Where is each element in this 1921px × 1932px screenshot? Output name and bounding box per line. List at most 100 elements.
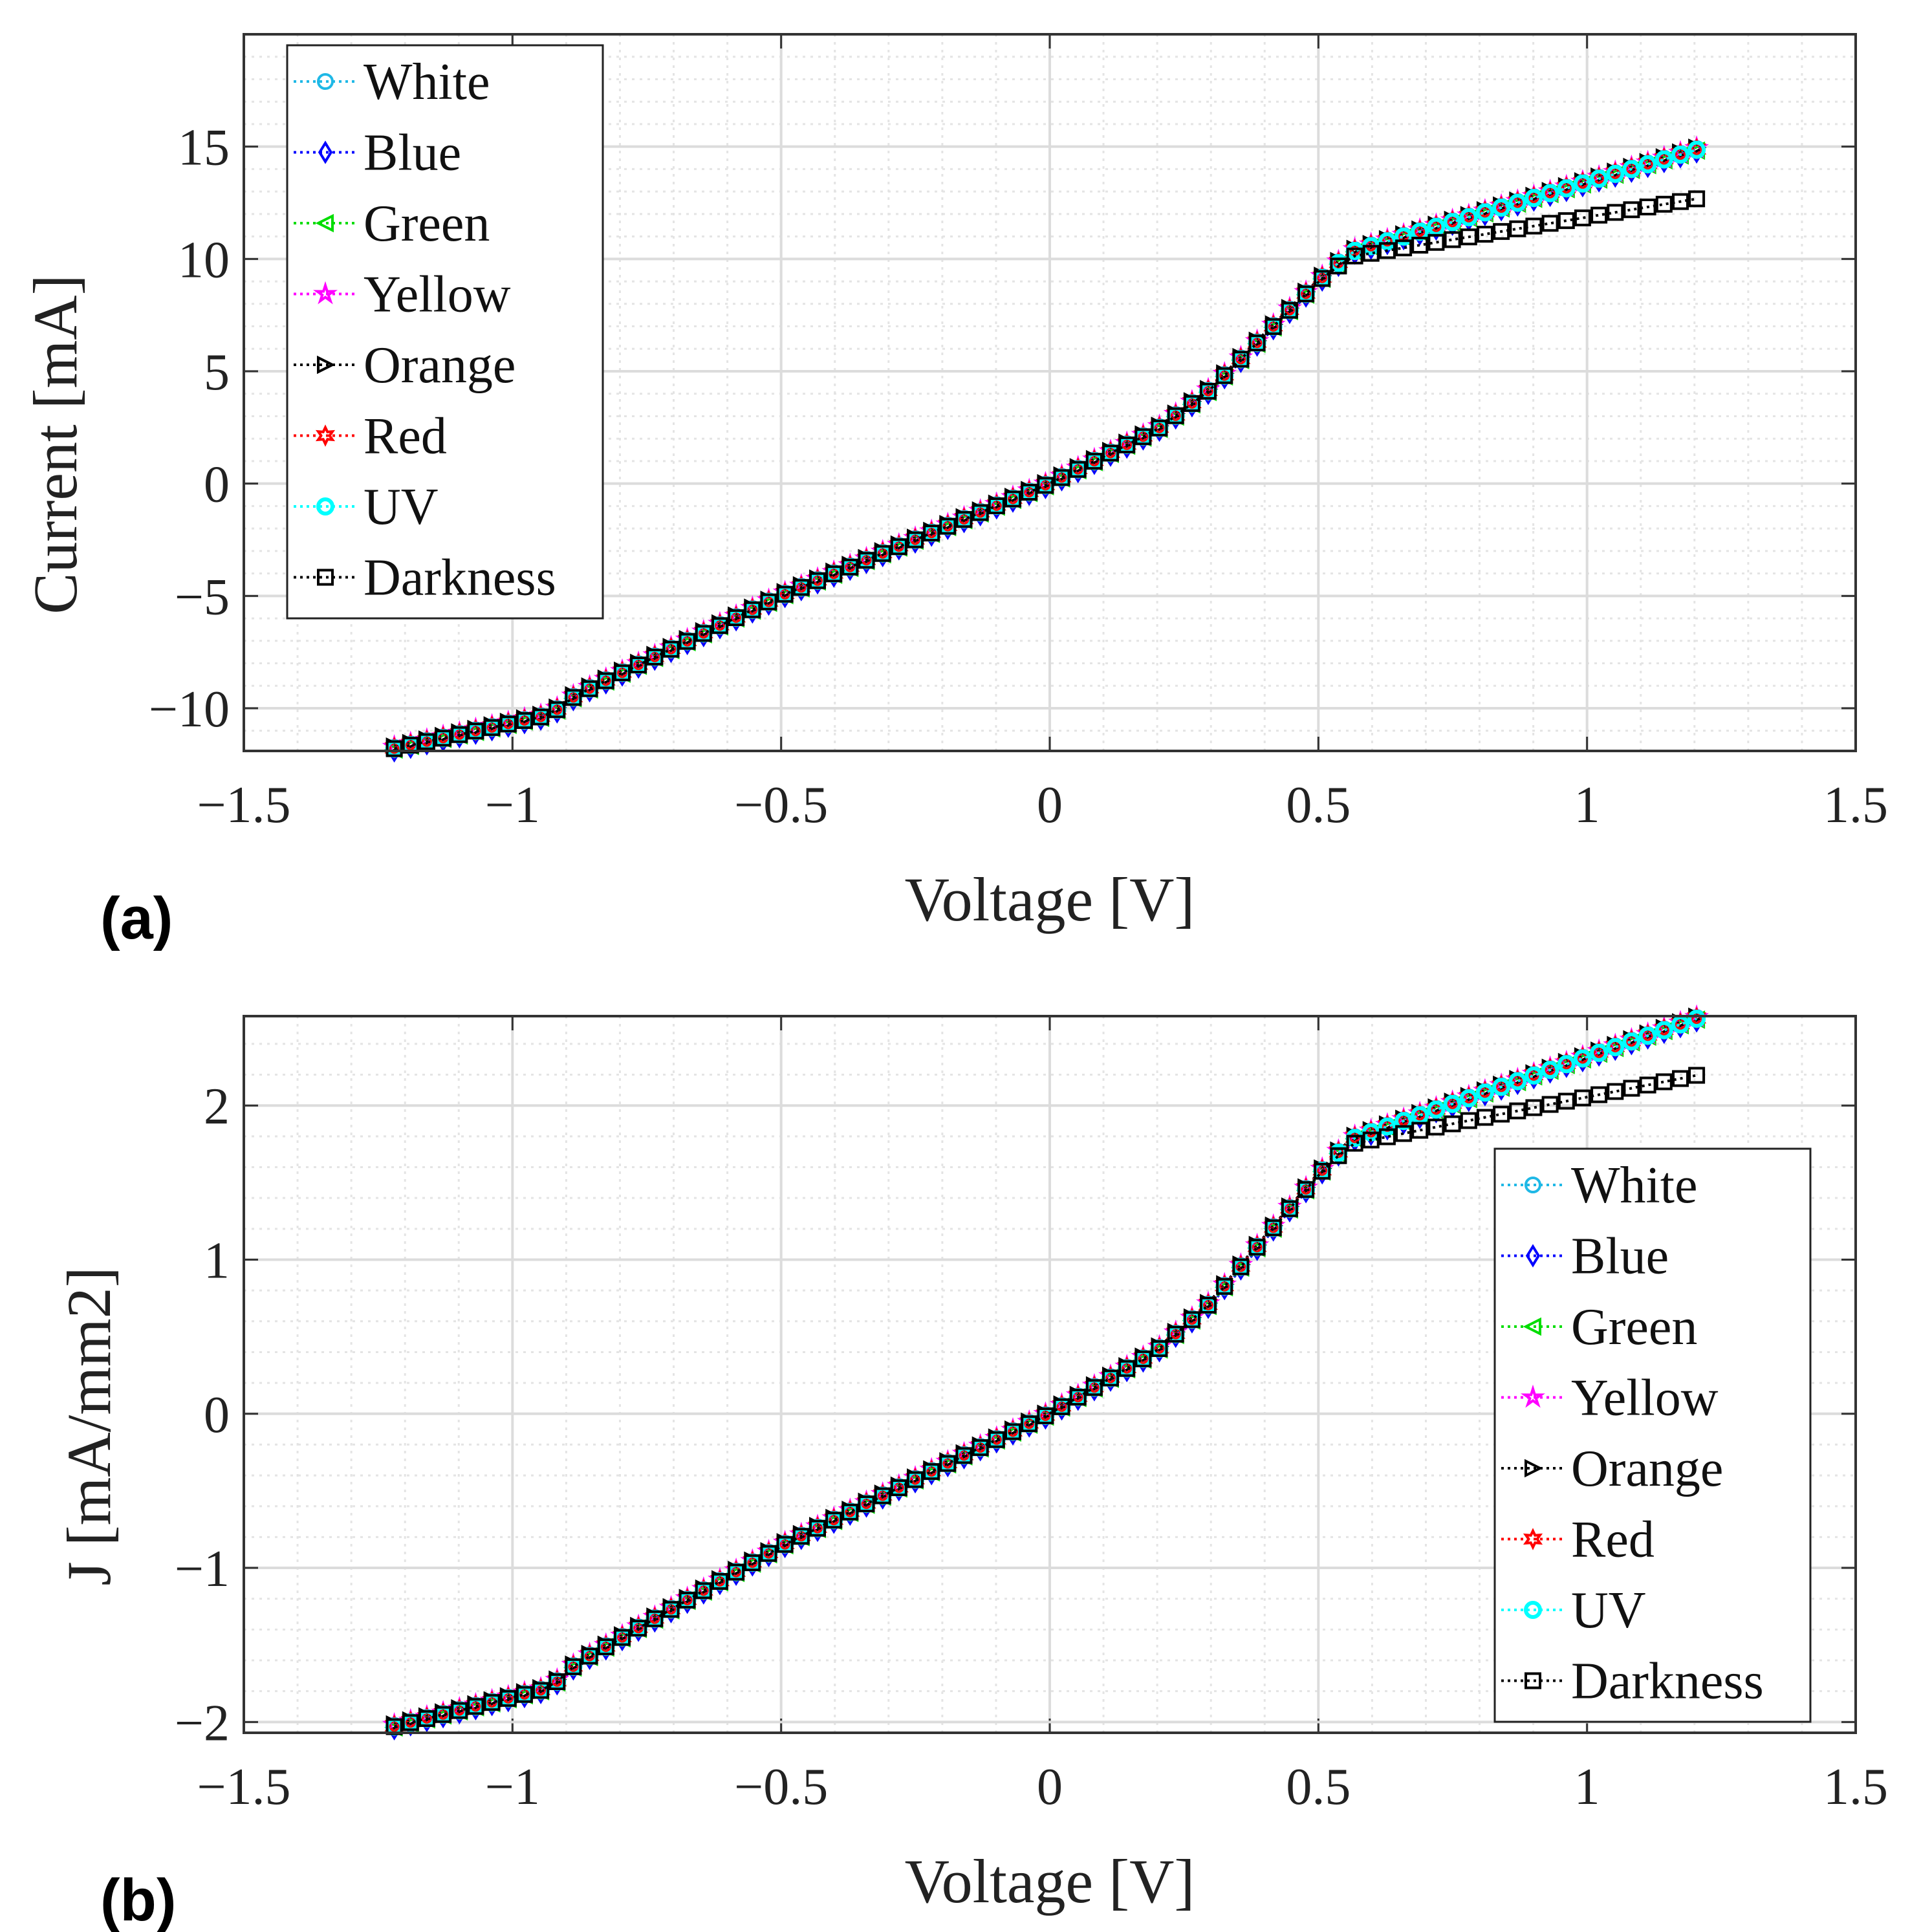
data-point (1264, 1219, 1282, 1237)
data-point (1671, 146, 1690, 164)
data-point (1151, 1340, 1168, 1357)
data-point (1281, 301, 1298, 319)
x-tick-label: −1.5 (197, 777, 290, 834)
chart-panel-a: −1.5 −1 −0.5 0 0.5 1 1.5 −10 −5 0 5 10 15 White Blue Gr… (100, 33, 1888, 951)
data-point (1346, 247, 1363, 265)
data-point (1590, 1043, 1609, 1062)
x-tick-label: 1.5 (1823, 1759, 1888, 1816)
data-point (1475, 1083, 1494, 1102)
data-point (1411, 237, 1429, 254)
data-point (841, 1503, 859, 1521)
data-point (418, 733, 435, 750)
data-point (678, 1591, 696, 1609)
y-tick-label: 0 (204, 1387, 230, 1444)
data-point (1607, 1083, 1624, 1100)
data-point (1151, 419, 1168, 437)
data-point (1427, 217, 1446, 236)
data-point (1573, 174, 1592, 193)
data-point (1574, 209, 1591, 226)
data-point (988, 1431, 1005, 1448)
series-line (394, 1074, 1697, 1728)
data-point (1232, 351, 1250, 368)
legend-item-darkness: Darkness (294, 550, 556, 607)
data-point (1118, 436, 1136, 453)
data-point (548, 701, 566, 719)
data-point (1297, 1181, 1315, 1199)
data-point (418, 1710, 435, 1727)
data-point (1232, 1258, 1250, 1275)
data-point (1200, 382, 1217, 400)
x-axis-label: Voltage [V] (905, 1847, 1195, 1916)
data-point (1362, 244, 1380, 262)
data-point (728, 609, 745, 626)
data-point (1508, 193, 1527, 212)
legend-item-orange: Orange (1501, 1440, 1723, 1497)
legend-item-yellow: Yellow (294, 266, 511, 323)
data-point (1655, 1021, 1673, 1039)
legend-label: Red (364, 408, 447, 465)
data-point (516, 712, 533, 729)
legend-item-blue: Blue (1501, 1228, 1669, 1285)
legend-item-green: Green (1501, 1299, 1697, 1356)
data-point (1167, 1325, 1184, 1343)
legend-marker-pentagram-icon (1521, 1384, 1545, 1408)
data-point (1444, 1115, 1461, 1133)
x-tick-label: 1.5 (1823, 777, 1888, 834)
data-point (1525, 1099, 1543, 1116)
data-point (760, 1545, 777, 1562)
data-point (1623, 1080, 1640, 1097)
legend-label: UV (1571, 1582, 1646, 1639)
data-point (1460, 1112, 1477, 1129)
axes-box (243, 33, 1857, 752)
data-point (1378, 1128, 1396, 1145)
data-point (1314, 1162, 1331, 1180)
data-point (1264, 318, 1282, 335)
data-point (1102, 1369, 1119, 1387)
legend-item-red: Red (1501, 1512, 1655, 1568)
legend-label: Green (1571, 1299, 1697, 1356)
data-point (1314, 270, 1331, 287)
data-point (1004, 490, 1021, 508)
data-point (402, 737, 419, 754)
legend-label: Blue (364, 125, 461, 182)
data-point (597, 672, 614, 689)
x-tick-label: 1 (1574, 1759, 1600, 1816)
data-point (1102, 444, 1119, 462)
data-point (1525, 1066, 1543, 1085)
data-point (1688, 140, 1706, 159)
data-point (565, 689, 582, 706)
legend-marker-diamond-icon (318, 140, 333, 164)
legend-marker-hexagram-icon (1523, 1528, 1543, 1550)
y-tick-label: −1 (175, 1541, 230, 1598)
data-point (581, 1647, 598, 1665)
legend-label: Orange (364, 337, 516, 394)
data-point (1688, 1010, 1706, 1028)
data-point (711, 617, 728, 635)
data-point (1330, 1147, 1347, 1164)
data-point (728, 1563, 745, 1581)
data-point (1460, 228, 1477, 246)
y-axis-label: J [mA/mm2] (54, 1266, 124, 1585)
legend-box (1493, 1147, 1812, 1723)
data-point (1021, 1415, 1038, 1433)
data-point (874, 545, 891, 562)
data-point (1622, 160, 1641, 179)
legend: White Blue Green Yellow Orange Red UV Darkness (286, 44, 604, 620)
data-point (841, 558, 859, 576)
legend-label: Green (364, 195, 490, 252)
legend-label: Orange (1571, 1440, 1723, 1497)
legend-label: Red (1571, 1512, 1655, 1568)
data-point (1607, 204, 1624, 221)
data-point (1411, 1122, 1429, 1139)
x-tick-label: −0.5 (734, 777, 828, 834)
data-point (1200, 1296, 1217, 1314)
data-point (1541, 215, 1559, 232)
x-axis-label: Voltage [V] (905, 865, 1195, 934)
data-point (1606, 1038, 1625, 1056)
data-point (1557, 212, 1575, 230)
data-point (499, 1689, 517, 1707)
legend-label: Darkness (1571, 1653, 1764, 1710)
data-point (1557, 179, 1576, 198)
data-point (499, 715, 517, 733)
data-point (890, 538, 907, 556)
